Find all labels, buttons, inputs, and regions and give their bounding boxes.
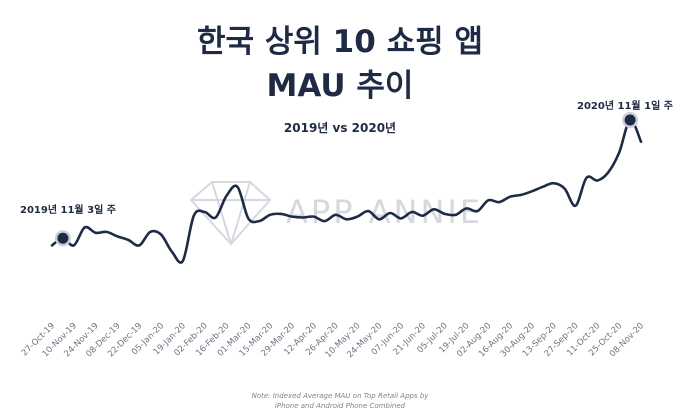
footnote-line-1: Note: Indexed Average MAU on Top Retail … bbox=[251, 392, 429, 400]
annotation-2019: 2019년 11월 3일 주 bbox=[20, 205, 116, 216]
watermark: APP ANNIE bbox=[189, 181, 483, 246]
series-line bbox=[50, 118, 643, 264]
footnote: Note: Indexed Average MAU on Top Retail … bbox=[0, 391, 680, 411]
annotation-2020: 2020년 11월 1일 주 bbox=[577, 101, 673, 112]
chart-title-line-1: 한국 상위 10 쇼핑 앱 bbox=[197, 24, 483, 60]
chart-title-line-2: MAU 추이 bbox=[266, 68, 414, 104]
watermark-text: APP ANNIE bbox=[286, 193, 483, 231]
highlight-marker-2020 bbox=[624, 114, 636, 126]
chart-subtitle: 2019년 vs 2020년 bbox=[283, 121, 397, 135]
highlight-marker-2019 bbox=[57, 232, 69, 244]
footnote-line-2: iPhone and Android Phone Combined bbox=[274, 402, 406, 410]
watermark-logo-icon bbox=[189, 181, 272, 246]
